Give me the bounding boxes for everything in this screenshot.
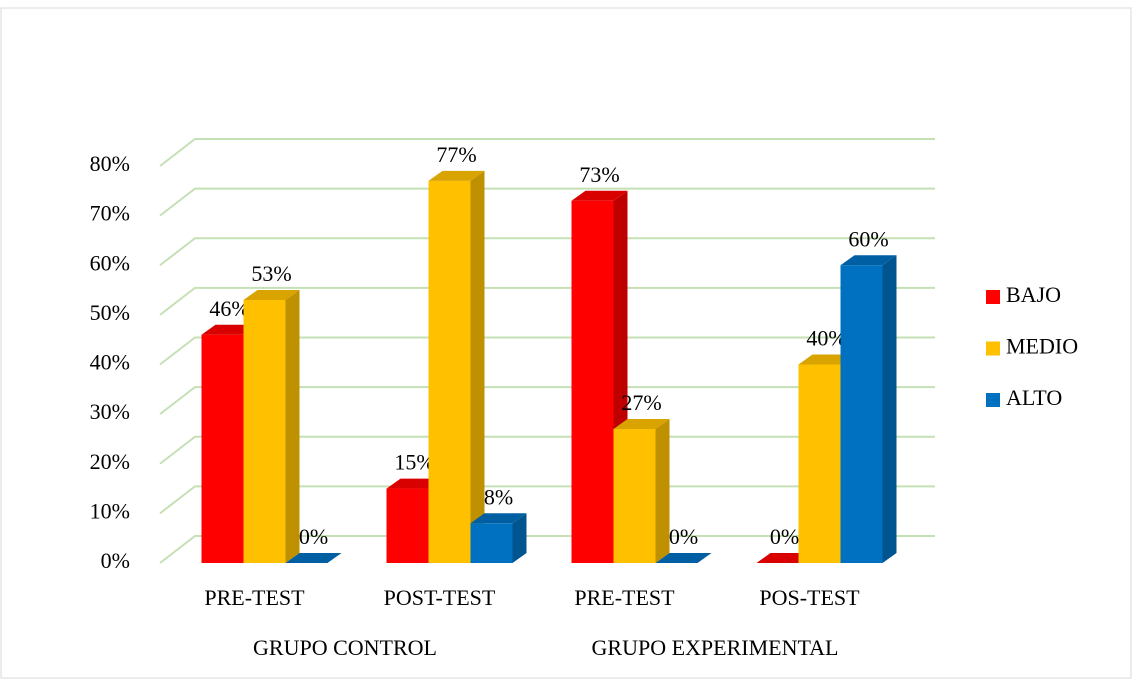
bar-top: [571, 190, 628, 201]
group-label: GRUPO CONTROL: [253, 635, 437, 660]
legend-label: MEDIO: [1006, 334, 1078, 359]
bar-top: [428, 170, 485, 181]
bar-top: [285, 553, 342, 563]
legend-swatch: [986, 393, 1000, 407]
y-tick-label: 40%: [90, 350, 130, 375]
value-label: 27%: [621, 390, 661, 415]
value-label: 0%: [770, 524, 799, 549]
bar-top: [655, 553, 712, 563]
bar: [201, 334, 244, 563]
value-label: 73%: [579, 162, 619, 187]
value-label: 60%: [848, 226, 888, 251]
legend-swatch: [986, 290, 1000, 304]
bar-side: [285, 289, 300, 563]
bar-side: [655, 419, 670, 563]
x-tick-label: PRE-TEST: [204, 585, 305, 610]
grid-line: [159, 485, 935, 515]
y-tick-label: 70%: [90, 201, 130, 226]
bar-side: [882, 255, 897, 563]
chart-border: [0, 7, 1132, 679]
value-label: 53%: [251, 261, 291, 286]
legend-swatch: [986, 341, 1000, 356]
bar-top: [613, 419, 670, 430]
grid-line: [159, 237, 935, 267]
y-tick-label: 20%: [90, 449, 130, 474]
grid-line: [159, 435, 935, 465]
value-label: 15%: [394, 450, 434, 475]
x-tick-label: POS-TEST: [759, 585, 860, 610]
y-tick-label: 0%: [101, 548, 130, 573]
grid-line: [159, 386, 935, 415]
value-label: 0%: [669, 524, 698, 549]
bar: [840, 265, 883, 563]
bar-side: [512, 513, 527, 563]
y-tick-label: 80%: [90, 151, 130, 176]
grid-line: [159, 187, 935, 217]
grid-line: [159, 286, 935, 316]
bar-top: [840, 255, 897, 266]
value-label: 0%: [299, 524, 328, 549]
value-label: 8%: [484, 484, 513, 509]
bar: [571, 200, 614, 564]
bar-top: [243, 289, 300, 300]
grid-line: [159, 336, 935, 366]
x-tick-label: POST-TEST: [384, 585, 496, 610]
bar: [613, 429, 656, 563]
grid-line: [159, 535, 935, 564]
value-label: 77%: [436, 142, 476, 167]
value-label: 40%: [806, 326, 846, 351]
legend-label: ALTO: [1006, 385, 1062, 410]
bar: [428, 180, 471, 563]
bar: [243, 299, 286, 563]
group-label: GRUPO EXPERIMENTAL: [592, 635, 839, 660]
bar-top: [470, 513, 527, 524]
bar: [386, 488, 429, 563]
bar-side: [470, 170, 485, 563]
x-tick-label: PRE-TEST: [574, 585, 675, 610]
bar: [798, 364, 841, 563]
y-tick-label: 60%: [90, 250, 130, 275]
value-label: 46%: [209, 296, 249, 321]
y-tick-label: 30%: [90, 399, 130, 424]
bar: [470, 523, 513, 563]
grid-line: [159, 138, 935, 167]
y-tick-label: 50%: [90, 300, 130, 325]
y-tick-label: 10%: [90, 498, 130, 523]
legend-label: BAJO: [1006, 282, 1061, 307]
